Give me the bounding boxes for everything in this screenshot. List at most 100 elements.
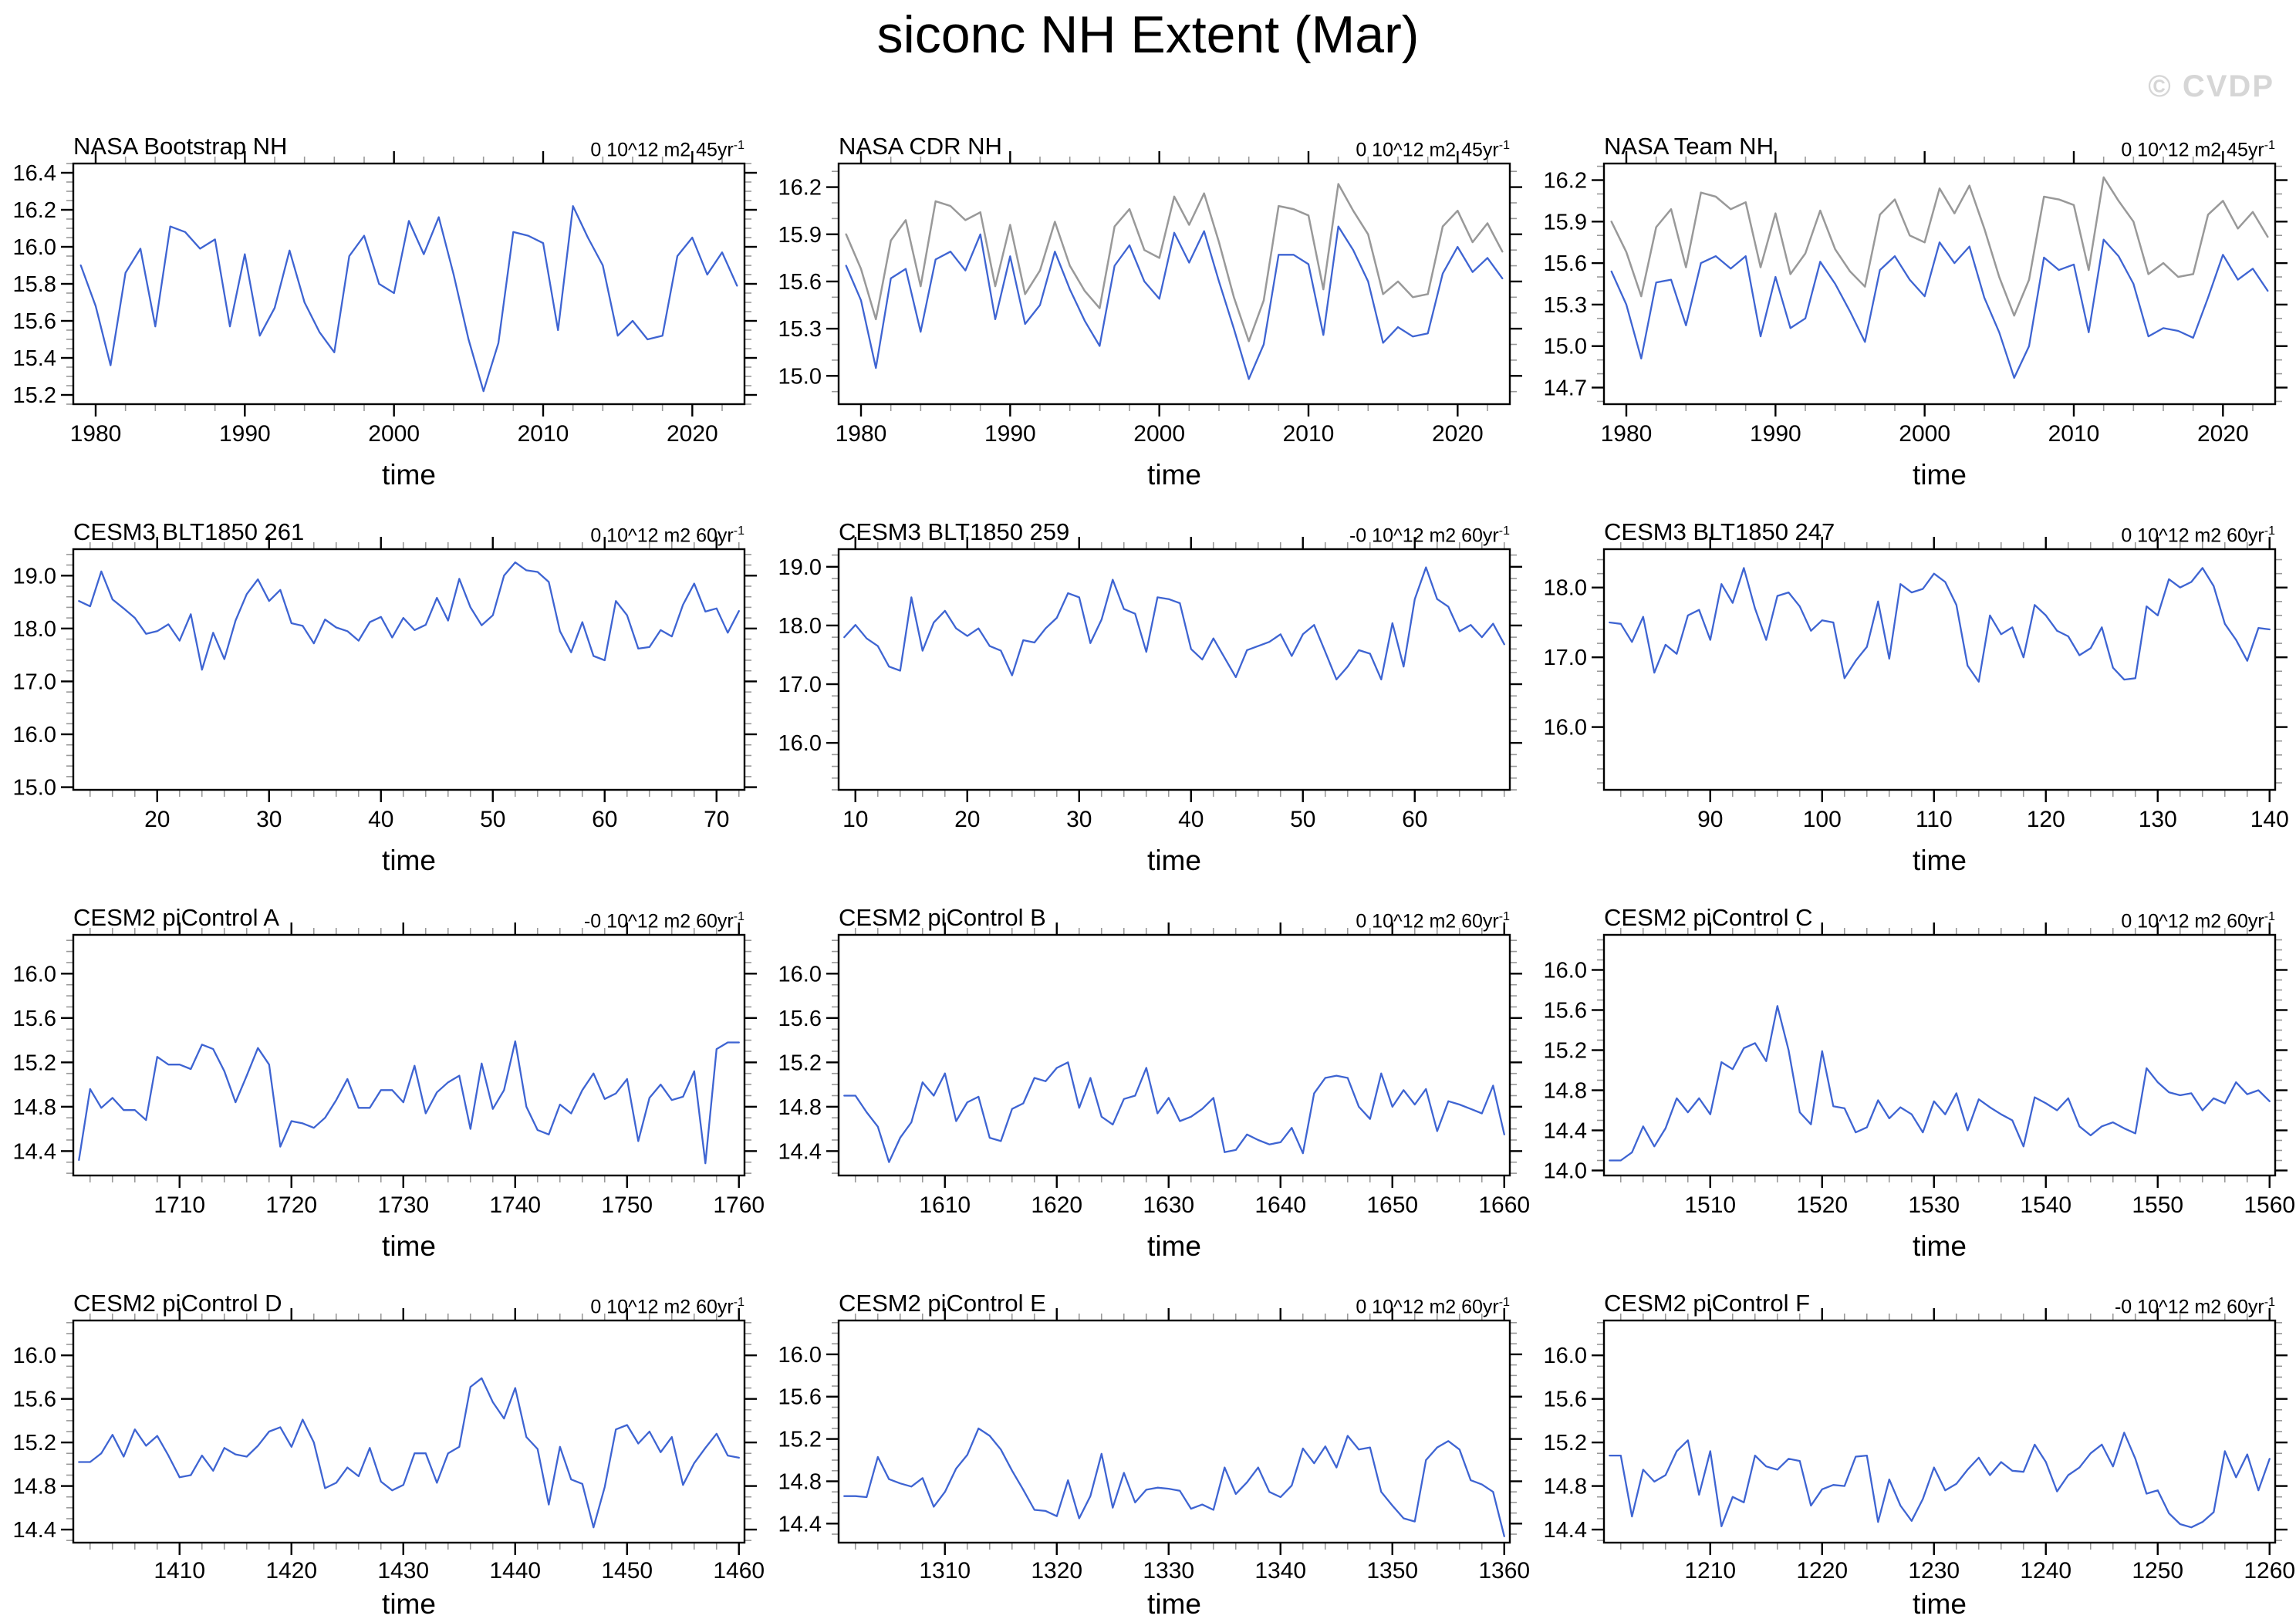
chart-cesm2-picontrol-a: 1710 1720 1730 1740 1750 1760 14.4 14.8 15.2 15.6… (0, 887, 765, 1273)
x-tick-label: 1410 (154, 1558, 205, 1584)
chart-cesm3-blt1850-261: 20 30 40 50 60 70 15.0 16.0 17.0 18.0 19.0 time CESM… (0, 501, 765, 887)
plot-frame (837, 162, 1511, 406)
x-tick-label: 1260 (2244, 1558, 2295, 1584)
plot-frame (837, 548, 1511, 791)
x-tick-label: 10 (842, 807, 868, 832)
y-tick-label: 15.0 (1544, 335, 1587, 359)
chart-annotation: 0 10^12 m2 60yr-1 (1356, 910, 1510, 933)
y-tick-label: 15.6 (778, 1385, 822, 1410)
y-tick-label: 14.4 (13, 1139, 56, 1164)
cvdp-watermark: © CVDP (2148, 69, 2274, 103)
chart-annotation-exponent: -1 (2264, 910, 2275, 923)
x-tick-label: 1330 (1143, 1558, 1194, 1584)
chart-plot: 1610 1620 1630 1640 1650 1660 14.4 14.8 15.2 15.6… (778, 922, 1530, 1262)
chart-annotation-text: 0 10^12 m2 60yr (590, 1296, 734, 1318)
y-tick-label: 14.8 (13, 1475, 56, 1499)
y-tick-label: 14.8 (778, 1095, 822, 1120)
y-tick-label: 14.0 (1544, 1159, 1587, 1184)
x-tick-label: 40 (1178, 807, 1204, 832)
y-tick-label: 15.2 (13, 383, 56, 408)
x-tick-label: 1560 (2244, 1192, 2295, 1218)
x-tick-label: 2000 (1899, 421, 1950, 447)
y-tick-label: 16.0 (1544, 959, 1587, 983)
plot-frame (1602, 1319, 2277, 1544)
x-tick-label: 1220 (1796, 1558, 1848, 1584)
plot-frame (837, 933, 1511, 1177)
series-line (78, 561, 740, 671)
y-tick-label: 15.3 (778, 317, 822, 342)
y-tick-label: 14.4 (13, 1518, 56, 1543)
chart-title: CESM2 piControl E (839, 1290, 1046, 1317)
series-line (845, 183, 1504, 342)
x-tick-label: 1650 (1366, 1192, 1418, 1218)
chart-cesm3-blt1850-247: 90 100 110 120 130 140 16.0 17.0 18.0 time CESM3 B… (1531, 501, 2296, 887)
x-tick-label: 50 (1290, 807, 1315, 832)
y-tick-label: 17.0 (1544, 646, 1587, 670)
x-axis-label: time (1913, 459, 1967, 491)
chart-title: CESM2 piControl B (839, 904, 1046, 931)
x-tick-label: 2020 (2197, 421, 2249, 447)
x-axis-label: time (1147, 459, 1201, 491)
x-tick-label: 1540 (2020, 1192, 2071, 1218)
y-tick-label: 16.0 (13, 723, 56, 747)
series-line (79, 205, 738, 393)
x-tick-label: 20 (144, 807, 170, 832)
x-axis-label: time (1913, 1230, 1967, 1262)
x-tick-label: 2010 (2048, 421, 2100, 447)
x-tick-label: 1990 (984, 421, 1036, 447)
x-axis-label: time (1147, 1588, 1201, 1619)
x-tick-label: 90 (1697, 807, 1723, 832)
chart-title: CESM2 piControl A (73, 904, 280, 931)
chart-title: CESM2 piControl C (1604, 904, 1813, 931)
x-tick-label: 2000 (1133, 421, 1185, 447)
y-tick-label: 15.6 (13, 1388, 56, 1412)
x-tick-label: 30 (256, 807, 282, 832)
x-tick-label: 1760 (713, 1192, 765, 1218)
y-tick-label: 14.4 (1544, 1119, 1587, 1144)
chart-annotation-text: -0 10^12 m2 60yr (1349, 524, 1499, 547)
chart-title: CESM3 BLT1850 247 (1604, 518, 1835, 545)
x-tick-label: 1710 (154, 1192, 205, 1218)
chart-cesm2-picontrol-f: 1210 1220 1230 1240 1250 1260 14.4 14.8 15.2 15.6… (1531, 1273, 2296, 1619)
x-tick-label: 2000 (368, 421, 420, 447)
x-tick-label: 1730 (377, 1192, 429, 1218)
x-tick-label: 1520 (1796, 1192, 1848, 1218)
chart-plot: 1710 1720 1730 1740 1750 1760 14.4 14.8 15.2 15.6… (13, 922, 765, 1262)
chart-nasa-bootstrap-nh: 1980 1990 2000 2010 2020 15.2 15.4 15.6 15.8 16.0… (0, 116, 765, 501)
x-tick-label: 1990 (1750, 421, 1801, 447)
chart-annotation: -0 10^12 m2 60yr-1 (584, 910, 745, 933)
y-tick-label: 16.2 (778, 176, 822, 201)
chart-cesm2-picontrol-d: 1410 1420 1430 1440 1450 1460 14.4 14.8 15.2 15.6… (0, 1273, 765, 1619)
x-tick-label: 1620 (1031, 1192, 1082, 1218)
y-tick-label: 14.8 (1544, 1079, 1587, 1104)
y-tick-label: 17.0 (13, 670, 56, 694)
y-tick-label: 16.0 (778, 962, 822, 987)
chart-annotation-exponent: -1 (1498, 910, 1510, 923)
y-tick-label: 15.6 (1544, 1388, 1587, 1412)
x-tick-label: 50 (480, 807, 505, 832)
x-axis-label: time (1147, 845, 1201, 876)
x-axis-label: time (1913, 1588, 1967, 1619)
chart-annotation-exponent: -1 (733, 910, 745, 923)
chart-annotation-exponent: -1 (733, 1296, 745, 1309)
y-tick-label: 14.4 (778, 1512, 822, 1536)
chart-annotation-text: 0 10^12 m2 60yr (590, 524, 734, 547)
y-tick-label: 16.0 (1544, 1344, 1587, 1368)
chart-annotation: -0 10^12 m2 60yr-1 (1349, 524, 1510, 547)
chart-annotation-exponent: -1 (1498, 524, 1510, 538)
y-tick-label: 19.0 (13, 564, 56, 589)
series-line (1609, 1005, 2271, 1162)
chart-title: NASA Team NH (1604, 133, 1774, 160)
series-line (843, 566, 1505, 681)
chart-title: CESM2 piControl D (73, 1290, 282, 1317)
x-tick-label: 1310 (919, 1558, 971, 1584)
chart-plot: 1310 1320 1330 1340 1350 1360 14.4 14.8 15.2 15.6… (778, 1308, 1530, 1619)
x-tick-label: 1750 (601, 1192, 653, 1218)
y-tick-label: 15.8 (13, 272, 56, 297)
plot-frame (72, 933, 746, 1177)
chart-plot: 1980 1990 2000 2010 2020 14.7 15.0 15.3 15.6 15.9… (1544, 151, 2288, 491)
chart-annotation-text: -0 10^12 m2 60yr (583, 910, 734, 933)
chart-plot: 1510 1520 1530 1540 1550 1560 14.0 14.4 14.8 15.2… (1544, 922, 2295, 1262)
x-tick-label: 1530 (1908, 1192, 1960, 1218)
